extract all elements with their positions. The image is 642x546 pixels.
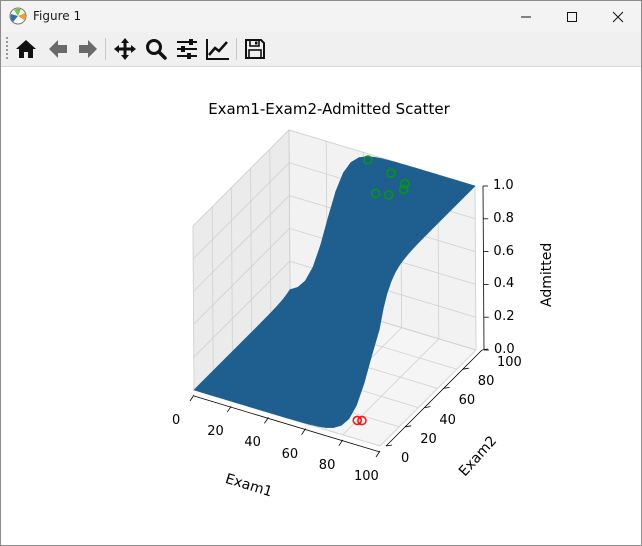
y-tick (424, 406, 431, 408)
matplotlib-logo-icon (9, 7, 27, 25)
configure-subplots-button[interactable] (173, 35, 201, 63)
scatter-point (370, 188, 381, 199)
forward-button[interactable] (74, 35, 102, 63)
x-tick (189, 394, 195, 402)
x-tick (301, 428, 306, 435)
magnifier-icon (146, 39, 167, 60)
floppy-icon (245, 39, 265, 59)
minimize-button[interactable] (503, 1, 549, 32)
maximize-button[interactable] (549, 1, 595, 32)
scatter-point (357, 415, 367, 426)
plot-3d-axes (189, 128, 489, 458)
home-icon (16, 40, 36, 58)
y-tick-label: 40 (439, 412, 456, 428)
pan-button[interactable] (111, 35, 139, 63)
zoom-button[interactable] (142, 35, 170, 63)
x-tick (375, 450, 381, 458)
z-axis-label: Admitted (539, 242, 555, 307)
title-bar[interactable]: Figure 1 (1, 1, 641, 32)
move-icon (114, 38, 136, 60)
x-tick (338, 439, 344, 447)
scatter-point (383, 190, 394, 200)
toolbar-separator (105, 38, 106, 60)
line-chart-icon (206, 39, 229, 60)
x-tick-label: 60 (281, 446, 299, 462)
figure-canvas[interactable]: Exam1-Exam2-Admitted Scatter Exam1 Exam2… (1, 67, 641, 545)
sliders-icon (177, 39, 197, 59)
scatter-point (363, 155, 373, 165)
z-tick-label: 0.0 (494, 342, 515, 357)
y-tick-label: 0 (401, 451, 410, 466)
z-gridline (193, 260, 476, 358)
x-tick-label: 0 (172, 413, 181, 428)
window-title: Figure 1 (33, 9, 82, 23)
y-tick-label: 80 (477, 374, 495, 390)
arrow-left-icon (49, 40, 67, 58)
maximize-icon (567, 11, 577, 22)
y-tick-label: 20 (420, 431, 437, 447)
back-button[interactable] (44, 35, 72, 63)
scatter-point (386, 168, 396, 178)
x-axis-line (193, 395, 381, 453)
z-tick-label: 0.2 (493, 309, 515, 325)
y-tick (481, 348, 489, 351)
y-tick-label: 60 (458, 393, 476, 409)
y-tick-label: 100 (497, 355, 522, 370)
home-button[interactable] (12, 35, 40, 63)
navigation-toolbar (1, 32, 641, 67)
close-button[interactable] (595, 1, 641, 32)
x-tick-label: 20 (207, 424, 224, 440)
close-icon (612, 11, 624, 22)
x-tick-label: 40 (244, 435, 261, 451)
z-tick-label: 0.8 (493, 210, 514, 226)
x-tick (226, 405, 232, 413)
x-tick-label: 80 (318, 457, 336, 473)
minimize-icon (521, 16, 531, 17)
save-button[interactable] (241, 35, 269, 63)
z-tick-label: 0.6 (493, 243, 515, 259)
z-tick-label: 0.4 (493, 276, 515, 292)
y-tick (405, 425, 412, 428)
x-tick (264, 417, 269, 424)
z-tick-label: 1.0 (493, 178, 514, 193)
z-gridline (193, 227, 476, 325)
arrow-right-icon (79, 40, 97, 58)
edit-axes-button[interactable] (204, 35, 232, 63)
toolbar-separator (236, 38, 237, 60)
y-tick (443, 387, 450, 389)
x-tick-label: 100 (354, 469, 379, 484)
y-tick (385, 444, 393, 447)
toolbar-grip[interactable] (5, 36, 9, 62)
y-tick (462, 367, 469, 370)
surface-mesh (193, 156, 476, 429)
scatter-point (352, 415, 363, 426)
surface-patch (371, 308, 384, 356)
scatter-point (398, 184, 409, 195)
scatter-point (399, 178, 410, 189)
z-axis-line (482, 185, 485, 351)
chart-title: Exam1-Exam2-Admitted Scatter (208, 100, 450, 118)
y-axis-line (385, 349, 483, 447)
